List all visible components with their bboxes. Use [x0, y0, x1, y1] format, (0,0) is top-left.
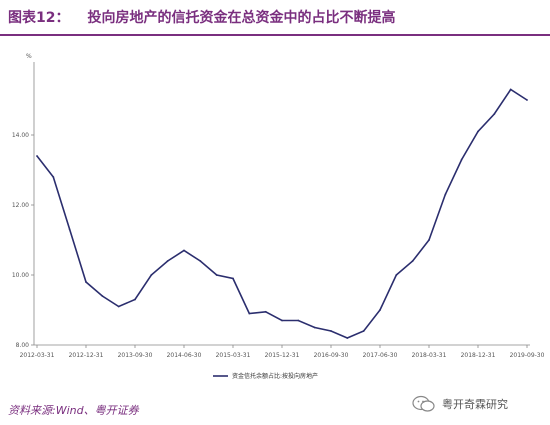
data-point [52, 176, 55, 178]
watermark-text: 粤开奇霖研究 [442, 398, 508, 411]
x-tick-label: 2015-12-31 [265, 352, 300, 359]
data-point [166, 260, 169, 262]
x-tick-label: 2017-06-30 [363, 352, 398, 359]
watermark: 粤开奇霖研究 [412, 393, 508, 415]
data-point [264, 310, 267, 313]
data-point [444, 193, 447, 196]
data-point [248, 312, 251, 315]
title-rule [0, 34, 550, 36]
series-line [36, 88, 528, 339]
data-point [36, 155, 38, 157]
y-tick-label: 12.00 [12, 202, 29, 209]
data-point [460, 158, 463, 161]
data-point [477, 130, 479, 133]
data-point [330, 330, 332, 332]
y-tick-label: 10.00 [12, 272, 29, 279]
data-point [493, 113, 496, 115]
y-ticks: 8.00 10.00 12.00 14.00 [12, 132, 34, 349]
data-point [215, 274, 218, 276]
figure-header: 图表12： 投向房地产的信托资金在总资金中的占比不断提高 [0, 0, 550, 34]
data-point [526, 99, 528, 101]
data-point [68, 228, 71, 231]
x-tick-label: 2012-03-31 [20, 352, 55, 359]
x-tick-label: 2016-09-30 [314, 352, 349, 359]
x-tick-label: 2012-12-31 [69, 352, 104, 359]
y-axis-label: % [26, 53, 32, 60]
data-point [134, 298, 136, 301]
x-tick-label: 2013-09-30 [118, 352, 153, 359]
data-point [411, 260, 414, 262]
data-point [85, 281, 87, 283]
source-note: 资料来源:Wind、粤开证券 [8, 404, 139, 417]
data-point [101, 295, 104, 297]
data-point [346, 337, 349, 339]
data-points [36, 88, 528, 339]
figure-title: 投向房地产的信托资金在总资金中的占比不断提高 [87, 10, 396, 26]
data-point [183, 249, 185, 252]
y-tick-label: 14.00 [12, 132, 29, 139]
data-point [395, 274, 398, 276]
legend-label: 资金信托余额占比:按投向房地产 [232, 372, 318, 380]
line-chart: % 8.00 10.00 12.00 14.00 2012-03-31 2012-12-… [12, 53, 545, 380]
x-tick-label: 2015-03-31 [216, 352, 251, 359]
data-point [428, 239, 430, 241]
y-tick-label: 8.00 [16, 342, 30, 349]
x-tick-label: 2018-12-31 [461, 352, 496, 359]
x-tick-label: 2014-06-30 [167, 352, 202, 359]
data-point [150, 274, 153, 276]
data-point [297, 319, 300, 322]
x-ticks: 2012-03-31 2012-12-31 2013-09-30 2014-06-30… [20, 345, 545, 359]
data-point [313, 326, 316, 329]
x-tick-label: 2018-03-31 [412, 352, 447, 359]
x-tick-label: 2019-09-30 [510, 352, 545, 359]
data-point [362, 330, 365, 332]
data-point [232, 277, 234, 280]
data-point [379, 309, 381, 311]
wechat-icon [412, 395, 435, 412]
figure-label: 图表12： [8, 10, 70, 26]
data-point [117, 305, 120, 308]
data-point [509, 88, 512, 91]
data-point [281, 319, 283, 322]
data-point [199, 260, 202, 262]
